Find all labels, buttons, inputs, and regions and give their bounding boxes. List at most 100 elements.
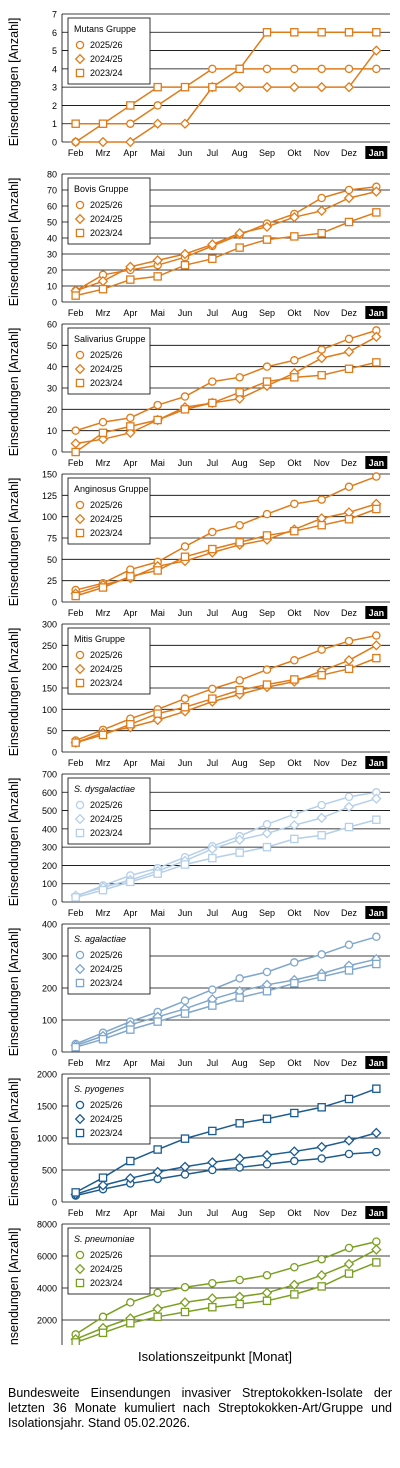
data-point	[317, 228, 326, 238]
data-point	[372, 1258, 381, 1267]
x-tick-label: Dez	[341, 608, 358, 618]
series-line-2024/25	[75, 644, 377, 744]
legend-entry: 2025/26	[90, 200, 123, 210]
chart-title: S. pyogenes	[74, 1084, 125, 1094]
y-tick-label: 0	[52, 748, 57, 758]
legend-entry: 2025/26	[90, 500, 123, 510]
legend-marker	[75, 40, 85, 50]
x-tick-label: Mrz	[96, 1208, 111, 1218]
data-point	[153, 1288, 162, 1298]
legend-entry: 2024/25	[90, 514, 123, 524]
data-point	[262, 1159, 272, 1169]
data-point	[344, 64, 354, 74]
data-point	[234, 834, 245, 846]
data-point	[235, 685, 244, 695]
data-point	[126, 720, 135, 729]
data-point	[98, 1173, 108, 1182]
x-tick-label: Sep	[259, 458, 275, 468]
data-point	[153, 1017, 162, 1026]
data-point	[180, 405, 190, 414]
y-tick-label: 70	[47, 186, 57, 196]
data-point	[317, 1103, 326, 1112]
data-point	[317, 1154, 326, 1163]
x-tick-label: Jun	[178, 1208, 193, 1218]
data-point	[126, 565, 135, 574]
data-point	[208, 1001, 217, 1010]
x-tick-label: Mai	[150, 458, 165, 468]
series-line-2023/24	[75, 657, 377, 744]
x-tick-label: Aug	[232, 1208, 248, 1218]
series-line-2024/25	[75, 1248, 377, 1340]
series-line-2024/25	[75, 958, 377, 1047]
x-tick-label: Jan	[369, 908, 385, 918]
y-tick-label: 20	[47, 266, 57, 276]
legend-marker	[75, 800, 85, 810]
data-point	[372, 472, 381, 481]
x-tick-label: Okt	[287, 148, 302, 158]
data-point	[290, 809, 299, 819]
data-point	[179, 1161, 191, 1173]
data-point	[290, 675, 299, 684]
data-point	[208, 1126, 217, 1136]
data-point	[70, 136, 81, 148]
x-tick-label: Mai	[150, 1058, 165, 1068]
data-point	[371, 331, 382, 343]
data-point	[208, 527, 217, 537]
figure-caption: Bundesweite Einsendungen invasiver Strep…	[8, 1386, 392, 1430]
x-tick-label: Jul	[207, 308, 219, 318]
legend-marker	[75, 828, 85, 838]
legend-marker	[75, 678, 85, 688]
y-tick-label: 2000	[37, 1070, 57, 1080]
y-tick-label: 50	[47, 726, 57, 736]
data-point	[344, 966, 354, 975]
y-tick-label: 200	[42, 662, 57, 672]
data-point	[262, 680, 272, 689]
data-point	[317, 28, 326, 37]
data-point	[180, 82, 190, 92]
series-line-2025/26	[75, 68, 377, 143]
data-point	[290, 1156, 299, 1166]
x-tick-label: Mrz	[96, 608, 111, 618]
y-tick-label: 300	[42, 843, 57, 853]
data-point	[262, 1114, 272, 1124]
data-point	[126, 1318, 135, 1328]
data-point	[344, 940, 354, 950]
y-tick-label: 0	[52, 298, 57, 308]
data-point	[207, 843, 218, 855]
y-tick-label: 60	[47, 202, 57, 212]
data-point	[180, 392, 190, 401]
chart-title: S. dysgalactiae	[74, 784, 135, 794]
legend-marker	[75, 500, 85, 510]
x-tick-label: Nov	[314, 908, 331, 918]
data-point	[371, 186, 382, 197]
data-point	[97, 275, 109, 287]
legend-marker	[74, 1263, 86, 1275]
data-point	[262, 377, 272, 386]
legend-marker	[74, 813, 86, 825]
x-tick-label: Nov	[314, 608, 331, 618]
data-point	[372, 653, 381, 663]
data-point	[98, 1034, 108, 1044]
data-point	[344, 514, 354, 524]
highlight-month-box	[365, 1206, 388, 1219]
y-tick-label: 0	[52, 448, 57, 458]
data-point	[344, 664, 354, 674]
data-point	[317, 645, 326, 654]
x-tick-label: Dez	[341, 758, 358, 768]
legend-entry: 2024/25	[90, 1114, 123, 1124]
legend-marker	[75, 350, 85, 360]
chart-title: Salivarius Gruppe	[74, 334, 146, 344]
data-point	[180, 702, 190, 712]
data-point	[372, 815, 381, 824]
x-tick-label: Okt	[287, 458, 302, 468]
highlight-month-box	[365, 606, 388, 619]
x-tick-label: Aug	[232, 608, 248, 618]
data-point	[179, 118, 191, 129]
x-tick-label: Aug	[232, 308, 248, 318]
data-point	[371, 1244, 382, 1255]
legend-entry: 2024/25	[90, 1264, 123, 1274]
data-point	[372, 1084, 381, 1093]
legend-marker	[75, 978, 85, 988]
data-point	[372, 959, 381, 969]
data-point	[344, 1269, 354, 1278]
